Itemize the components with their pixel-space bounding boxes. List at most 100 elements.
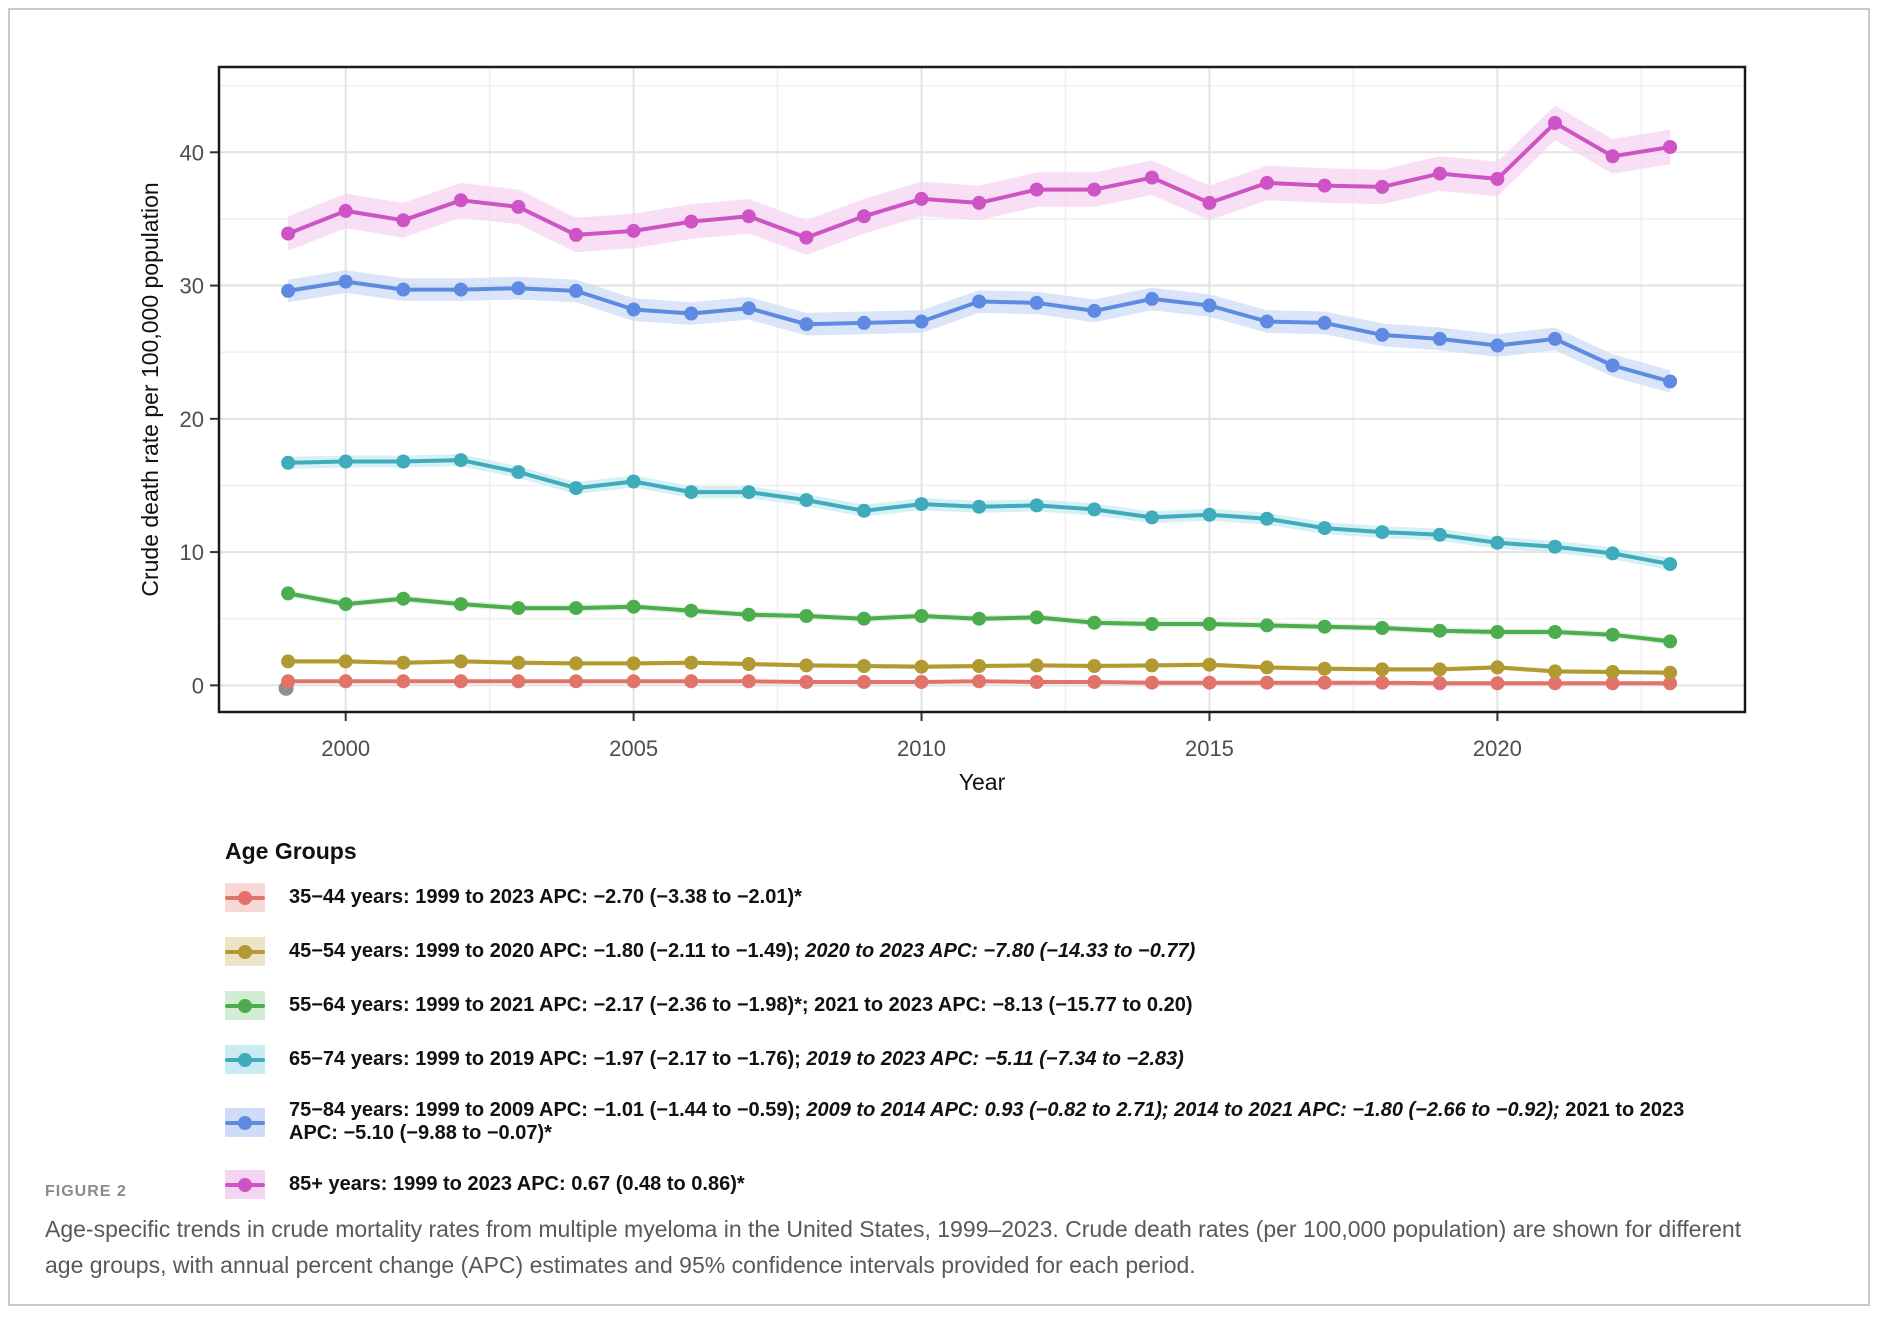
series-75-84-point: [1087, 303, 1102, 318]
series-55-64-point: [511, 601, 526, 616]
series-45-54-point: [857, 659, 871, 673]
legend-key-65-74-icon: [225, 1045, 265, 1074]
series-75-84-point: [281, 283, 296, 298]
series-35-44-point: [799, 675, 814, 689]
series-45-54-point: [396, 655, 411, 670]
series-45-54-point: [626, 656, 641, 671]
series-55-64-point: [1029, 610, 1044, 625]
series-85plus-point: [741, 209, 756, 224]
series-65-74-point: [914, 497, 929, 512]
series-45-54-point: [1490, 660, 1505, 675]
series-85plus-point: [914, 191, 929, 206]
series-85plus-point: [511, 199, 526, 214]
series-75-84-point: [1490, 338, 1505, 353]
series-55-64-point: [1202, 617, 1217, 631]
series-65-74-point: [1260, 511, 1274, 526]
legend-item-65-74: 65−74 years: 1999 to 2019 APC: −1.97 (−2…: [225, 1045, 1785, 1074]
legend-key-35-44-icon: [225, 883, 265, 912]
series-75-84-point: [1144, 291, 1159, 306]
series-55-64-point: [1663, 634, 1678, 649]
mortality-trend-chart: 2000 2005 2010 2015 2020 0 10 20 30 40 Year Crude d…: [137, 65, 1747, 795]
series-85plus-point: [1202, 195, 1217, 210]
legend-key-85plus-icon: [225, 1170, 265, 1199]
series-75-84-point: [1605, 358, 1620, 373]
series-55-64-point: [453, 597, 468, 612]
series-45-54-point: [1260, 660, 1274, 675]
series-65-74-point: [626, 474, 641, 489]
series-75-84-point: [1375, 327, 1390, 342]
series-85plus-point: [396, 213, 411, 228]
series-35-44: [281, 674, 1678, 691]
series-35-44-point: [511, 674, 526, 689]
x-tick-label: 2000: [321, 736, 370, 761]
series-65-74-point: [511, 465, 526, 480]
figure-caption: Age-specific trends in crude mortality r…: [45, 1216, 1742, 1278]
legend-label-segment: 2019 to 2023 APC: −5.11 (−7.34 to −2.83): [806, 1048, 1184, 1070]
legend-label-35-44: 35−44 years: 1999 to 2023 APC: −2.70 (−3…: [289, 886, 802, 909]
series-85plus-point: [453, 193, 468, 208]
series-65-74-point: [1605, 546, 1620, 561]
series-75-84-point: [1029, 295, 1044, 310]
x-tick-label: 2010: [897, 736, 946, 761]
legend-item-75-84: 75−84 years: 1999 to 2009 APC: −1.01 (−1…: [225, 1099, 1785, 1145]
chart-legend: Age Groups 35−44 years: 1999 to 2023 APC…: [225, 838, 1785, 1224]
series-45-54-point: [453, 654, 468, 669]
series-85plus-point: [1087, 182, 1102, 197]
series-65-74-point: [569, 481, 583, 496]
series-45-54-point: [1029, 658, 1044, 673]
series-85plus-point: [1605, 149, 1620, 164]
series-75-84-point: [1432, 331, 1447, 346]
series-45-54-point: [281, 654, 296, 669]
x-tick-label: 2015: [1185, 736, 1234, 761]
series-65-74-point: [1317, 521, 1332, 536]
series-55-64-point: [684, 603, 699, 618]
series-55-64-point: [857, 611, 871, 626]
series-85plus-point: [626, 223, 641, 238]
legend-label-45-54: 45−54 years: 1999 to 2020 APC: −1.80 (−2…: [289, 940, 1195, 963]
series-75-84-point: [396, 282, 411, 297]
series-35-44-point: [1375, 675, 1390, 690]
panel-border: [217, 65, 1747, 714]
legend-key-dot: [238, 891, 252, 905]
series-85plus-point: [972, 195, 987, 210]
series-85plus-point: [1260, 175, 1274, 190]
legend-label-segment: 2009 to 2014 APC: 0.93 (−0.82 to 2.71); …: [806, 1099, 1560, 1121]
series-35-44-point: [338, 674, 353, 689]
series-65-74-point: [1202, 507, 1217, 522]
legend-item-55-64: 55−64 years: 1999 to 2021 APC: −2.17 (−2…: [225, 991, 1785, 1020]
series-55-64-point: [1375, 621, 1390, 635]
legend-label-segment: 2020 to 2023 APC: −7.80 (−14.33 to −0.77…: [805, 940, 1196, 962]
series-65-74-point: [1375, 525, 1390, 540]
x-tick-label: 2005: [609, 736, 658, 761]
x-axis-title: Year: [959, 769, 1006, 795]
series-85plus-point: [857, 209, 871, 224]
series-85plus-point: [799, 230, 814, 245]
legend-label-segment: 2021 to 2023 APC: −5.10 (−9.88 to −0.07)…: [289, 1099, 1685, 1144]
series-45-54-point: [914, 659, 929, 674]
series-45-54: [281, 654, 1678, 680]
series-85plus-point: [1317, 178, 1332, 193]
legend-rows: 35−44 years: 1999 to 2023 APC: −2.70 (−3…: [225, 883, 1785, 1199]
series-35-44-point: [1548, 676, 1562, 691]
y-axis: 0 10 20 30 40: [180, 140, 218, 698]
series-85plus-point: [684, 214, 699, 229]
legend-key-dot: [238, 1053, 252, 1067]
series-55-64-point: [1087, 615, 1102, 630]
series-75-84-point: [1663, 374, 1678, 389]
series-85plus-point: [1144, 170, 1159, 185]
series-65-74-point: [396, 454, 411, 469]
series-85plus: [281, 105, 1678, 255]
series-55-64-point: [1490, 625, 1505, 639]
legend-label-segment: 65−74 years: 1999 to 2019 APC: −1.97 (−2…: [289, 1048, 807, 1070]
series-75-84-point: [914, 314, 929, 329]
series-55-64-point: [1260, 618, 1274, 633]
y-tick-label: 40: [180, 140, 204, 165]
series-75-84-point: [338, 274, 353, 289]
series-85plus-point: [1029, 182, 1044, 197]
series-45-54-point: [799, 658, 814, 673]
series-35-44-point: [1029, 675, 1044, 689]
series-45-54-point: [1432, 662, 1447, 677]
series-65-74-point: [453, 453, 468, 468]
series-75-84-point: [799, 317, 814, 332]
series-85plus-point: [281, 226, 296, 241]
